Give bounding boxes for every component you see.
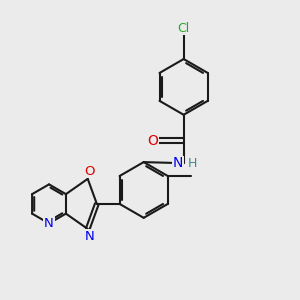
- Text: N: N: [173, 156, 183, 170]
- Text: N: N: [44, 217, 54, 230]
- Text: O: O: [85, 165, 95, 178]
- Text: N: N: [85, 230, 95, 243]
- Text: Cl: Cl: [178, 22, 190, 35]
- Text: H: H: [188, 157, 198, 170]
- Text: O: O: [148, 134, 159, 148]
